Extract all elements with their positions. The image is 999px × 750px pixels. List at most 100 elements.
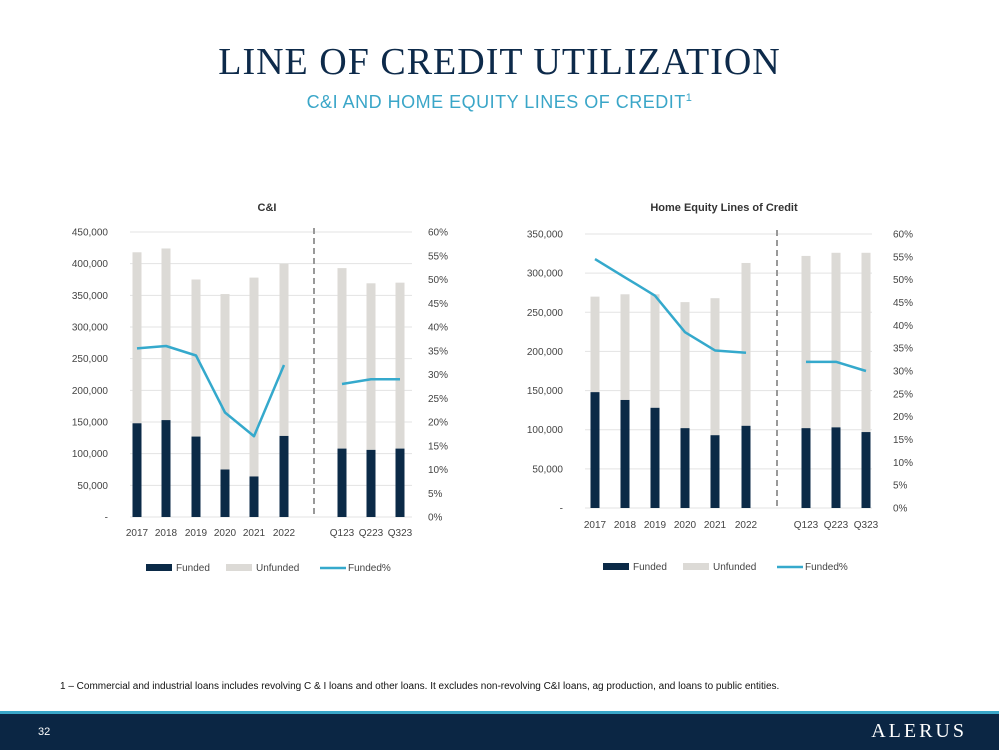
ci-x-tick: 2020 bbox=[214, 528, 237, 539]
ci-bar-funded bbox=[366, 449, 376, 517]
ci-bar-unfunded bbox=[249, 277, 259, 477]
heloc-x-tick: 2019 bbox=[644, 520, 667, 531]
heloc-y-tick-right: 5% bbox=[893, 481, 908, 492]
heloc-y-tick-right: 0% bbox=[893, 504, 908, 515]
heloc-y-tick-left: 50,000 bbox=[532, 464, 563, 475]
heloc-y-tick-right: 15% bbox=[893, 435, 913, 446]
heloc-y-tick-right: 45% bbox=[893, 298, 913, 309]
ci-x-tick: Q323 bbox=[388, 528, 413, 539]
ci-y-tick-right: 45% bbox=[428, 299, 448, 310]
heloc-x-tick: Q323 bbox=[854, 520, 879, 531]
ci-y-tick-right: 20% bbox=[428, 418, 448, 429]
ci-line-funded-pct-annual bbox=[136, 344, 286, 438]
heloc-y-tick-left: 100,000 bbox=[527, 425, 564, 436]
ci-y-tick-left: 450,000 bbox=[72, 228, 109, 239]
heloc-y-tick-left: 200,000 bbox=[527, 347, 564, 358]
ci-y-tick-right: 15% bbox=[428, 441, 448, 452]
ci-y-tick-right: 50% bbox=[428, 275, 448, 286]
heloc-y-tick-right: 25% bbox=[893, 389, 913, 400]
heloc-x-tick: Q223 bbox=[824, 520, 849, 531]
heloc-bar-unfunded bbox=[831, 252, 841, 428]
heloc-bar-unfunded bbox=[801, 255, 811, 429]
ci-bar-funded bbox=[279, 435, 289, 517]
ci-bar-unfunded bbox=[279, 263, 289, 436]
alerus-logo: ALERUS bbox=[871, 720, 967, 742]
ci-x-tick: Q123 bbox=[330, 528, 355, 539]
footnote-marker: 1 bbox=[685, 92, 693, 104]
ci-line-funded-pct-quarterly bbox=[341, 378, 400, 386]
heloc-bar-unfunded bbox=[620, 294, 630, 400]
ci-bar-funded bbox=[161, 420, 171, 517]
heloc-bar-funded bbox=[680, 428, 690, 508]
footer-bar: 32 ALERUS bbox=[0, 711, 999, 750]
heloc-bar-unfunded bbox=[741, 262, 751, 426]
ci-y-tick-left: - bbox=[105, 513, 108, 524]
ci-y-tick-right: 30% bbox=[428, 370, 448, 381]
ci-y-tick-left: 350,000 bbox=[72, 291, 109, 302]
ci-bar-unfunded bbox=[337, 268, 347, 449]
heloc-legend-swatch-funded bbox=[603, 563, 629, 570]
heloc-x-tick: 2022 bbox=[735, 520, 758, 531]
ci-bar-funded bbox=[395, 448, 405, 517]
heloc-y-tick-right: 40% bbox=[893, 321, 913, 332]
heloc-y-tick-right: 55% bbox=[893, 252, 913, 263]
ci-bar-unfunded bbox=[220, 294, 230, 470]
heloc-y-tick-right: 50% bbox=[893, 275, 913, 286]
ci-x-tick: 2022 bbox=[273, 528, 296, 539]
ci-y-tick-right: 35% bbox=[428, 346, 448, 357]
heloc-x-tick: 2017 bbox=[584, 520, 607, 531]
ci-y-tick-right: 40% bbox=[428, 323, 448, 334]
ci-legend-swatch-unfunded bbox=[226, 564, 252, 571]
ci-chart-title: C&I bbox=[258, 202, 277, 214]
page-title: LINE OF CREDIT UTILIZATION bbox=[218, 41, 781, 83]
heloc-line-funded-pct-quarterly bbox=[806, 360, 867, 373]
ci-y-tick-right: 25% bbox=[428, 394, 448, 405]
heloc-bar-funded bbox=[861, 432, 871, 508]
page-subtitle: C&I AND HOME EQUITY LINES OF CREDIT1 bbox=[0, 92, 999, 113]
heloc-bar-funded bbox=[620, 399, 630, 508]
heloc-bar-funded bbox=[650, 407, 660, 508]
heloc-bar-unfunded bbox=[710, 298, 720, 436]
heloc-bar-funded bbox=[831, 427, 841, 508]
ci-y-tick-right: 10% bbox=[428, 465, 448, 476]
heloc-y-tick-right: 35% bbox=[893, 344, 913, 355]
ci-bar-funded bbox=[249, 476, 259, 517]
heloc-legend-swatch-unfunded bbox=[683, 563, 709, 570]
ci-bar-unfunded bbox=[161, 248, 171, 421]
ci-x-tick: 2018 bbox=[155, 528, 178, 539]
ci-bar-funded bbox=[337, 448, 347, 517]
ci-x-tick: 2017 bbox=[126, 528, 149, 539]
heloc-bar-unfunded bbox=[861, 252, 871, 433]
heloc-y-tick-right: 60% bbox=[893, 230, 913, 241]
ci-chart: C&I - 50,000 100,000 150,000 200,000 250,000 30… bbox=[72, 202, 448, 574]
ci-y-tick-right: 60% bbox=[428, 228, 448, 239]
page-subtitle-text: C&I AND HOME EQUITY LINES OF CREDIT bbox=[306, 92, 686, 112]
ci-legend-swatch-funded bbox=[146, 564, 172, 571]
heloc-y-tick-right: 10% bbox=[893, 458, 913, 469]
heloc-y-tick-right: 20% bbox=[893, 412, 913, 423]
ci-y-tick-left: 100,000 bbox=[72, 449, 109, 460]
heloc-bar-funded bbox=[710, 435, 720, 508]
heloc-y-tick-left: - bbox=[560, 504, 563, 515]
heloc-y-tick-left: 350,000 bbox=[527, 230, 564, 241]
heloc-legend-label-funded: Funded bbox=[633, 562, 667, 573]
heloc-y-tick-left: 150,000 bbox=[527, 386, 564, 397]
ci-y-tick-right: 5% bbox=[428, 489, 443, 500]
ci-y-tick-left: 200,000 bbox=[72, 386, 109, 397]
heloc-bar-funded bbox=[741, 425, 751, 508]
ci-y-tick-right: 55% bbox=[428, 251, 448, 262]
heloc-chart-title: Home Equity Lines of Credit bbox=[650, 202, 798, 214]
ci-bar-funded bbox=[191, 436, 201, 517]
heloc-legend-label-funded-pct: Funded% bbox=[805, 562, 848, 573]
heloc-x-tick: 2018 bbox=[614, 520, 637, 531]
ci-bar-unfunded bbox=[132, 252, 142, 424]
ci-x-tick: 2019 bbox=[185, 528, 208, 539]
heloc-y-tick-right: 30% bbox=[893, 367, 913, 378]
heloc-bar-unfunded bbox=[650, 294, 660, 408]
ci-x-tick: 2021 bbox=[243, 528, 266, 539]
ci-bar-funded bbox=[220, 469, 230, 517]
ci-y-tick-left: 300,000 bbox=[72, 323, 109, 334]
ci-bar-unfunded bbox=[395, 282, 405, 449]
heloc-x-tick: Q123 bbox=[794, 520, 819, 531]
page-number: 32 bbox=[38, 726, 51, 738]
